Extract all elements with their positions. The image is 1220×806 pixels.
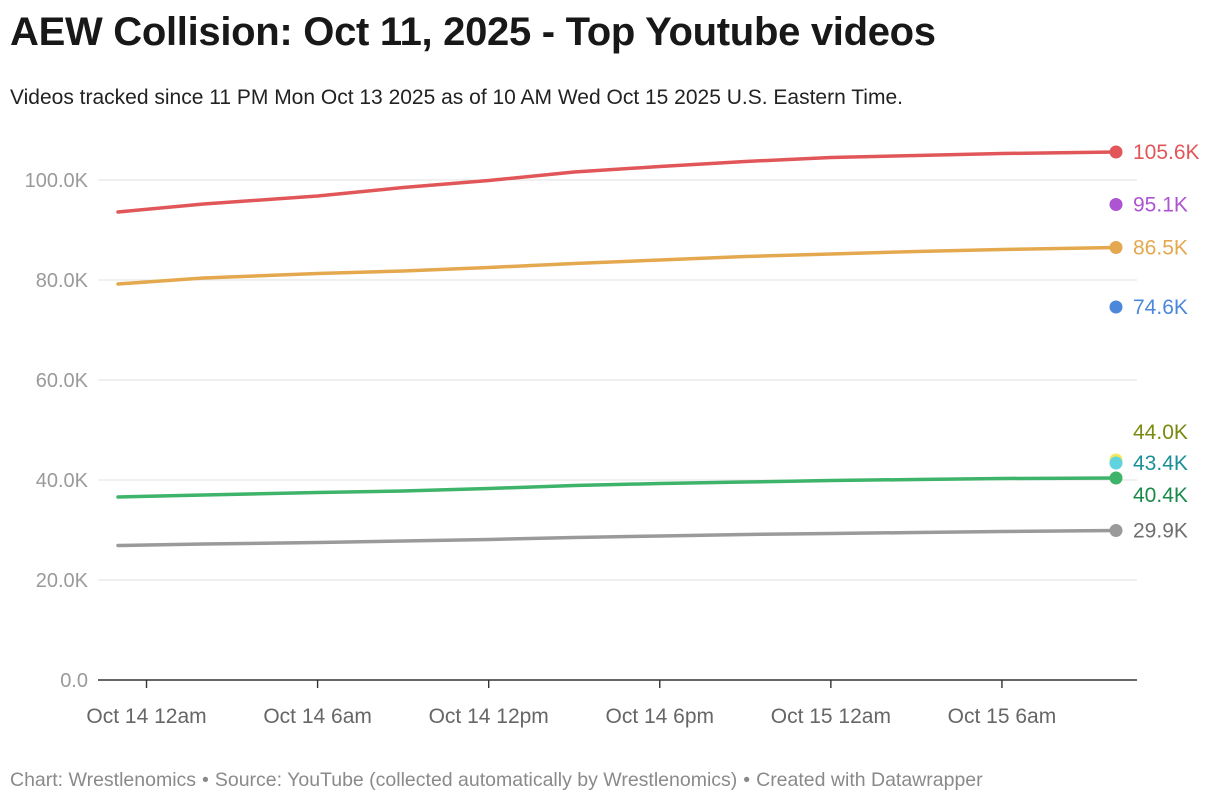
series-end-labels: 105.6K 95.1K 86.5K 74.6K 44.0K 43.4K 40.4K 29.9… xyxy=(1133,141,1200,543)
series-end-label: 74.6K xyxy=(1133,296,1188,319)
series-end-label: 29.9K xyxy=(1133,520,1188,543)
chart-footer: Chart: Wrestlenomics • Source: YouTube (co… xyxy=(10,769,983,792)
series-end-label: 44.0K xyxy=(1133,421,1188,444)
source-credit: Source: YouTube (collected automatically… xyxy=(214,769,738,791)
series-end-point xyxy=(1109,198,1123,211)
series-end-points xyxy=(1109,145,1123,537)
series-line xyxy=(116,476,1118,499)
series-line xyxy=(116,245,1118,286)
x-tick-label: Oct 14 12am xyxy=(86,705,206,728)
created-with: Created with Datawrapper xyxy=(756,769,983,791)
series-end-label: 43.4K xyxy=(1133,452,1188,475)
series-end-point xyxy=(1109,300,1123,314)
chart-title: AEW Collision: Oct 11, 2025 - Top Youtub… xyxy=(10,10,936,54)
series-end-point xyxy=(1109,524,1123,537)
footer-separator: • xyxy=(202,769,209,791)
y-tick-label: 20.0K xyxy=(36,570,89,592)
series-lines xyxy=(116,150,1118,548)
series-line xyxy=(116,150,1118,214)
x-tick-label: Oct 15 6am xyxy=(948,705,1057,728)
series-end-label: 105.6K xyxy=(1133,141,1200,164)
x-tick-label: Oct 14 6pm xyxy=(605,705,714,728)
x-tick-label: Oct 15 12am xyxy=(771,705,891,728)
series-end-label: 86.5K xyxy=(1133,237,1188,260)
y-tick-label: 100.0K xyxy=(25,170,89,192)
series-end-label: 95.1K xyxy=(1133,194,1188,217)
series-end-point xyxy=(1109,456,1123,470)
x-tick-label: Oct 14 6am xyxy=(263,705,372,728)
series-line xyxy=(116,528,1118,548)
series-end-point xyxy=(1109,241,1123,254)
x-axis: Oct 14 12am Oct 14 6am Oct 14 12pm Oct 14 6… xyxy=(86,679,1137,728)
y-tick-label: 0.0 xyxy=(60,670,88,692)
series-end-point xyxy=(1109,471,1123,485)
chart-subtitle: Videos tracked since 11 PM Mon Oct 13 20… xyxy=(10,86,903,109)
y-tick-label: 40.0K xyxy=(36,470,89,492)
series-end-point xyxy=(1109,145,1123,159)
y-tick-label: 80.0K xyxy=(36,270,89,292)
series-end-label: 40.4K xyxy=(1133,484,1188,507)
footer-separator: • xyxy=(743,769,751,791)
y-axis: 0.0 20.0K 40.0K 60.0K 80.0K 100.0K xyxy=(25,170,89,692)
gridlines xyxy=(98,179,1137,581)
y-tick-label: 60.0K xyxy=(36,370,89,392)
x-tick-label: Oct 14 12pm xyxy=(429,705,549,728)
chart-credit: Chart: Wrestlenomics xyxy=(10,769,197,791)
